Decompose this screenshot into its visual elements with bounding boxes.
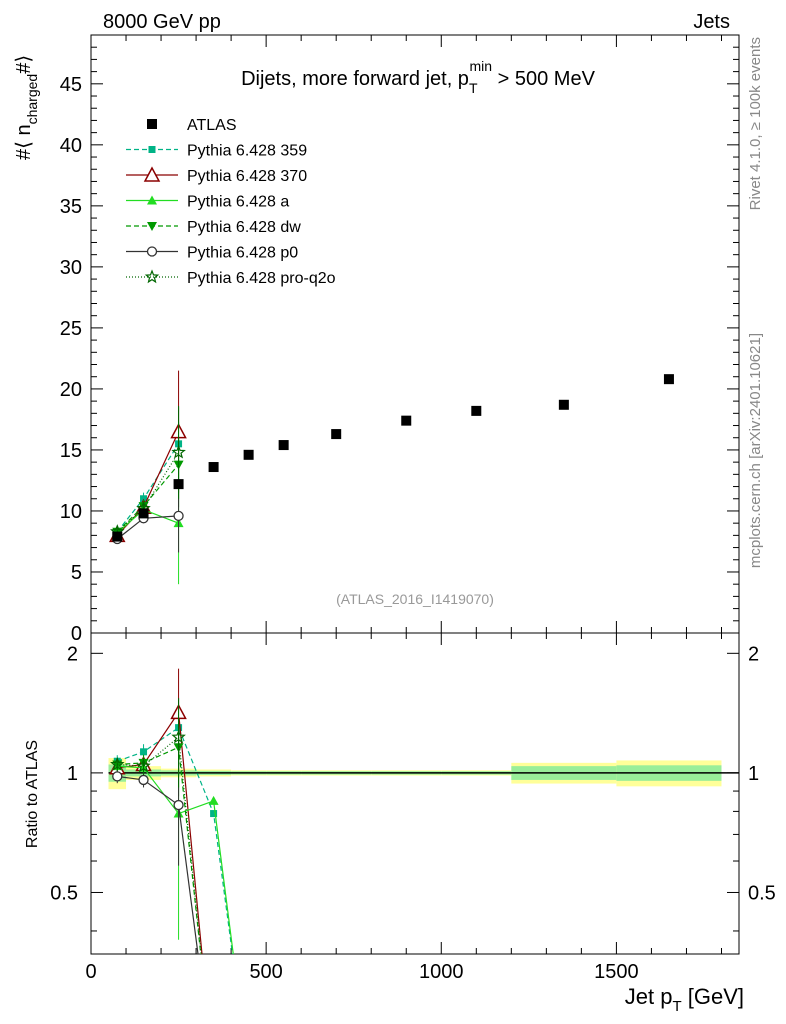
series-line-ratio <box>117 775 199 954</box>
series-point <box>171 444 186 459</box>
legend-marker <box>148 146 156 153</box>
y-tick-label: 0 <box>71 623 82 645</box>
ratio-y-label: Ratio to ATLAS <box>24 740 41 848</box>
data-point <box>208 462 219 473</box>
data-point <box>558 399 569 410</box>
data-point <box>401 415 412 426</box>
legend-marker <box>143 166 161 182</box>
y-axis-label: #⟨ ncharged#⟩ <box>13 55 40 160</box>
data-point <box>138 508 149 519</box>
uncertainty-bands <box>108 758 739 790</box>
series-ratio-point <box>112 771 123 782</box>
legend-label: Pythia 6.428 359 <box>187 143 307 160</box>
ratio-tick-label-right: 1 <box>748 763 759 785</box>
y-tick-label: 15 <box>60 440 82 462</box>
series-line-ratio <box>117 726 234 954</box>
data-point <box>173 479 184 490</box>
legend-marker <box>147 195 157 205</box>
x-tick-label: 500 <box>249 961 282 983</box>
ratio-tick-label-right: 2 <box>748 643 759 665</box>
legend-marker <box>146 246 158 257</box>
y-tick-label: 20 <box>60 379 82 401</box>
data-points <box>112 374 674 542</box>
series-ratio-point <box>210 810 218 818</box>
data-point <box>331 429 342 440</box>
y-tick-label: 25 <box>60 318 82 340</box>
analysis-label: (ATLAS_2016_I1419070) <box>336 591 494 607</box>
legend-marker <box>147 222 157 231</box>
series-layer <box>109 370 234 954</box>
axes: 0 500 1000 1500 0 5 10 15 20 25 30 35 40 45 0.5 0.5 1 1 2 2 <box>50 35 776 983</box>
y-tick-label: 5 <box>71 562 82 584</box>
header-energy: 8000 GeV pp <box>103 11 221 33</box>
legend-label: Pythia 6.428 dw <box>187 219 301 236</box>
series-ratio-point <box>140 748 148 756</box>
series-ratio-point <box>136 758 151 773</box>
x-tick-label: 0 <box>85 961 96 983</box>
y-tick-label: 40 <box>60 135 82 157</box>
data-point <box>663 374 674 385</box>
ratio-tick-label: 2 <box>67 643 78 665</box>
mcplots-label: mcplots.cern.ch [arXiv:2401.10621] <box>747 333 764 568</box>
y-axis-label-main: #⟨ n <box>13 124 35 160</box>
y-tick-label: 35 <box>60 196 82 218</box>
legend-label: Pythia 6.428 370 <box>187 168 307 185</box>
rivet-label: Rivet 4.1.0, ≥ 100k events <box>747 37 764 210</box>
data-point <box>112 531 123 542</box>
series-3 <box>112 421 202 954</box>
ratio-tick-label: 0.5 <box>50 882 78 904</box>
x-tick-label: 1000 <box>419 961 464 983</box>
legend-marker-atlas <box>147 119 157 129</box>
plot-title-tail: > 500 MeV <box>492 68 596 90</box>
legend-label: Pythia 6.428 p0 <box>187 245 298 262</box>
plot-title: Dijets, more forward jet, pTmin > 500 Me… <box>241 58 595 96</box>
x-tick-label: 1500 <box>594 961 639 983</box>
series-4 <box>112 479 199 954</box>
series-line-ratio <box>117 736 202 954</box>
ratio-tick-label: 1 <box>67 763 78 785</box>
legend-label-atlas: ATLAS <box>187 117 237 134</box>
y-axis-label-sub: charged <box>24 74 40 125</box>
plot-title-sup: min <box>470 58 493 74</box>
series-point <box>173 510 184 521</box>
plot-title-sub: T <box>469 80 478 96</box>
y-tick-label: 45 <box>60 74 82 96</box>
series-2 <box>112 462 234 954</box>
ratio-tick-label-right: 0.5 <box>748 882 776 904</box>
y-axis-label-tail: #⟩ <box>13 55 35 74</box>
x-axis-label-sub: T <box>672 998 681 1015</box>
y-tick-label: 10 <box>60 501 82 523</box>
series-line-ratio <box>117 710 203 954</box>
legend: ATLAS Pythia 6.428 359 Pythia 6.428 370 Pyt… <box>126 117 336 287</box>
plot-title-main: Dijets, more forward jet, p <box>241 68 469 90</box>
ratio-panel-frame <box>90 632 740 955</box>
legend-marker <box>144 269 160 284</box>
header-category: Jets <box>693 11 730 33</box>
legend-label: Pythia 6.428 pro-q2o <box>187 270 336 287</box>
x-axis-label-main: Jet p <box>625 984 673 1009</box>
data-point <box>243 449 254 460</box>
series-line-ratio <box>117 746 202 954</box>
x-axis-label: Jet pT [GeV] <box>625 984 744 1015</box>
series-ratio-point <box>138 774 149 786</box>
series-ratio-point <box>171 729 186 744</box>
data-point <box>278 440 289 451</box>
series-ratio-point <box>173 799 184 811</box>
legend-label: Pythia 6.428 a <box>187 194 289 211</box>
y-tick-label: 30 <box>60 257 82 279</box>
data-point <box>471 405 482 416</box>
series-ratio-point <box>208 795 219 805</box>
x-axis-label-unit: [GeV] <box>682 984 744 1009</box>
series-ratio-point <box>110 756 125 771</box>
